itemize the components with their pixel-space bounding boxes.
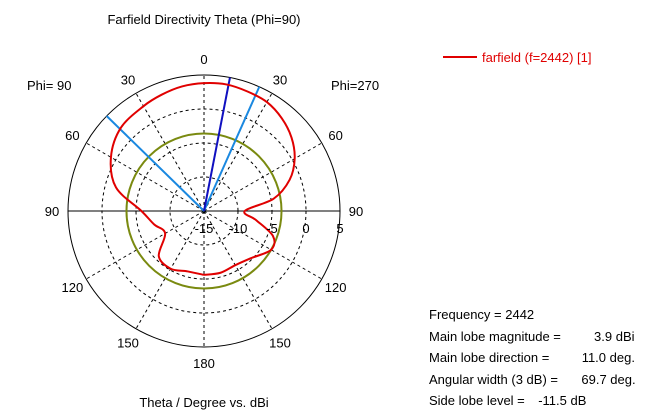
polar-grid [67, 74, 341, 348]
angle-tick-label: 90 [349, 204, 363, 219]
grid-spoke [203, 92, 273, 212]
main-lobe-magnitude-label: Main lobe magnitude = [429, 328, 561, 344]
results-panel: Frequency = 2442 Main lobe magnitude = 3… [429, 304, 636, 412]
legend-entry: farfield (f=2442) [1] [482, 50, 591, 65]
main-lobe-direction-label: Main lobe direction = [429, 350, 550, 365]
frequency-readout: Frequency = 2442 [429, 307, 535, 322]
angle-tick-label: 150 [269, 336, 291, 351]
main-lobe-line [203, 77, 231, 212]
side-lobe-row: Side lobe level = -11.5 dB [429, 390, 636, 412]
side-lobe-value: -11.5 dB [538, 393, 587, 408]
angle-tick-label: 150 [117, 336, 139, 351]
radial-tick-label: -15 [195, 221, 214, 236]
grid-spoke [135, 210, 205, 330]
beamwidth-edge-line [203, 86, 261, 212]
radial-tick-label: 5 [336, 221, 343, 236]
main-lobe-direction-row: Main lobe direction = 11.0 deg. [429, 347, 636, 369]
angle-tick-label: 120 [325, 280, 347, 295]
reference-circle [125, 132, 283, 290]
radial-tick-label: 0 [302, 221, 309, 236]
main-lobe-magnitude-value: 3.9 dBi [594, 328, 635, 344]
main-lobe-magnitude-row: Main lobe magnitude = 3.9 dBi [429, 326, 636, 348]
radial-tick-label: -5 [266, 221, 278, 236]
phi-right-label: Phi=270 [331, 78, 379, 93]
series-curve [109, 82, 296, 276]
x-axis-label: Theta / Degree vs. dBi [139, 395, 268, 410]
radial-tick-label: -10 [229, 221, 248, 236]
grid-spoke [203, 210, 323, 280]
grid-spoke [85, 210, 205, 280]
chart-title: Farfield Directivity Theta (Phi=90) [107, 12, 300, 27]
angle-tick-label: 180 [193, 356, 215, 371]
grid-spoke [203, 210, 273, 330]
series-layer [109, 82, 296, 276]
angle-tick-label: 60 [328, 128, 342, 143]
beamwidth-edge-line [105, 115, 205, 212]
angle-tick-label: 30 [121, 72, 135, 87]
grid-spoke [203, 142, 323, 212]
grid-spoke [85, 142, 205, 212]
main-lobe-direction-value: 11.0 deg. [581, 350, 635, 365]
reference-lines [105, 77, 283, 290]
angle-tick-label: 0 [200, 52, 207, 67]
phi-left-label: Phi= 90 [27, 78, 71, 93]
angle-tick-label: 90 [45, 204, 59, 219]
angular-width-row: Angular width (3 dB) = 69.7 deg. [429, 369, 636, 391]
angle-tick-labels: 0 30 60 90 120 150 180 150 120 90 60 30 [45, 52, 363, 371]
angle-tick-label: 30 [273, 72, 287, 87]
angle-tick-label: 120 [62, 280, 84, 295]
grid-spoke [135, 92, 205, 212]
legend: farfield (f=2442) [1] [443, 50, 591, 65]
angular-width-label: Angular width (3 dB) = [429, 371, 558, 387]
angle-tick-label: 60 [65, 128, 79, 143]
radial-tick-labels: -15 -10 -5 0 5 [195, 221, 344, 236]
side-lobe-label: Side lobe level = [429, 393, 525, 408]
angular-width-value: 69.7 deg. [581, 371, 636, 387]
